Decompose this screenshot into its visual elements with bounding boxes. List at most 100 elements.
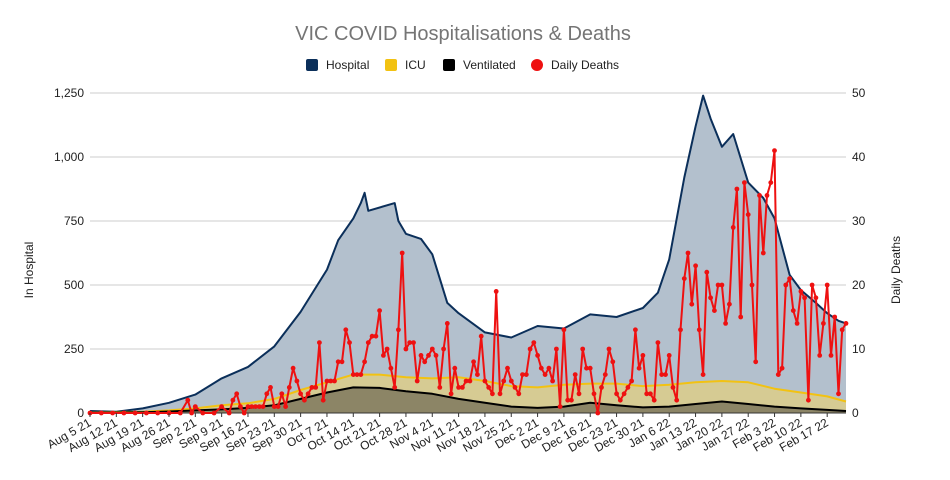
daily-deaths-point: [708, 295, 713, 301]
daily-deaths-point: [377, 308, 382, 313]
daily-deaths-point: [418, 353, 424, 358]
daily-deaths-point: [783, 282, 789, 288]
legend-item-daily-deaths: Daily Deaths: [531, 58, 619, 72]
daily-deaths-point: [471, 359, 476, 365]
daily-deaths-point: [832, 314, 838, 320]
daily-deaths-point: [497, 391, 503, 397]
daily-deaths-point: [437, 385, 443, 390]
daily-deaths-point: [486, 385, 492, 390]
daily-deaths-point: [685, 250, 691, 256]
daily-deaths-point: [354, 372, 360, 377]
daily-deaths-point: [700, 372, 706, 377]
daily-deaths-point: [742, 180, 747, 186]
daily-deaths-point: [275, 404, 281, 409]
daily-deaths-point: [636, 365, 642, 371]
daily-deaths-point: [734, 186, 740, 192]
daily-deaths-point: [757, 193, 762, 198]
daily-deaths-point: [727, 301, 732, 307]
daily-deaths-point: [245, 404, 251, 409]
daily-deaths-point: [456, 385, 461, 390]
daily-deaths-point: [362, 359, 367, 365]
legend-swatch: [443, 59, 455, 71]
daily-deaths-point: [294, 378, 300, 384]
daily-deaths-point: [821, 321, 826, 326]
daily-deaths-point: [580, 346, 586, 352]
legend-label: Ventilated: [463, 58, 516, 72]
daily-deaths-point: [411, 340, 416, 345]
daily-deaths-point: [659, 372, 665, 377]
daily-deaths-point: [98, 410, 104, 416]
daily-deaths-point: [478, 333, 484, 339]
legend: Hospital ICU Ventilated Daily Deaths: [306, 58, 619, 72]
legend-marker: [531, 59, 543, 71]
daily-deaths-point: [817, 353, 823, 358]
daily-deaths-point: [302, 397, 307, 403]
daily-deaths-point: [749, 282, 755, 288]
daily-deaths-point: [542, 372, 548, 377]
daily-deaths-point: [794, 321, 800, 326]
y-right-tick-label: 30: [852, 214, 866, 228]
daily-deaths-point: [414, 378, 420, 384]
daily-deaths-point: [693, 263, 698, 269]
daily-deaths-point: [591, 391, 597, 397]
daily-deaths-point: [753, 359, 759, 365]
daily-deaths-point: [219, 404, 225, 409]
daily-deaths-point: [290, 365, 296, 371]
daily-deaths-point: [790, 308, 796, 313]
daily-deaths-point: [719, 282, 725, 288]
daily-deaths-point: [531, 340, 537, 345]
daily-deaths-point: [565, 397, 571, 403]
daily-deaths-point: [279, 391, 285, 397]
daily-deaths-point: [689, 301, 695, 307]
legend-label: Hospital: [326, 58, 369, 72]
daily-deaths-point: [271, 404, 277, 409]
daily-deaths-point: [305, 391, 311, 397]
daily-deaths-point: [779, 365, 785, 371]
daily-deaths-point: [399, 250, 405, 256]
daily-deaths-point: [508, 378, 514, 384]
daily-deaths-point: [802, 295, 807, 301]
y-left-tick-label: 1,250: [54, 86, 84, 100]
y-left-tick-label: 500: [64, 278, 84, 292]
daily-deaths-point: [554, 346, 559, 352]
daily-deaths-point: [448, 391, 454, 397]
daily-deaths-point: [313, 385, 319, 390]
legend-item-hospital: Hospital: [306, 58, 369, 72]
legend-item-icu: ICU: [385, 58, 426, 72]
daily-deaths-point: [324, 378, 330, 384]
daily-deaths-point: [192, 404, 198, 409]
daily-deaths-point: [557, 404, 563, 409]
daily-deaths-point: [467, 378, 473, 384]
daily-deaths-point: [501, 378, 507, 384]
daily-deaths-point: [155, 410, 161, 416]
daily-deaths-point: [200, 410, 206, 416]
daily-deaths-point: [298, 391, 303, 397]
hospital-area-fill: [90, 95, 846, 413]
daily-deaths-point: [760, 250, 766, 256]
daily-deaths-point: [260, 404, 266, 409]
daily-deaths-point: [550, 378, 555, 384]
daily-deaths-point: [381, 353, 386, 358]
daily-deaths-point: [211, 410, 217, 416]
daily-deaths-point: [422, 359, 428, 365]
daily-deaths-point: [587, 365, 593, 371]
daily-deaths-point: [730, 225, 736, 230]
daily-deaths-point: [712, 308, 717, 313]
daily-deaths-point: [704, 269, 710, 275]
legend-label: ICU: [405, 58, 426, 72]
daily-deaths-point: [809, 282, 815, 288]
daily-deaths-point: [121, 410, 127, 416]
daily-deaths-point: [561, 327, 567, 333]
daily-deaths-point: [775, 372, 781, 377]
legend-label: Daily Deaths: [551, 58, 619, 72]
daily-deaths-point: [584, 365, 589, 371]
daily-deaths-point: [798, 289, 804, 294]
daily-deaths-point: [350, 372, 356, 377]
daily-deaths-point: [625, 385, 631, 390]
daily-deaths-point: [512, 385, 518, 390]
chart-title: VIC COVID Hospitalisations & Deaths: [295, 23, 631, 45]
daily-deaths-point: [403, 346, 409, 352]
y-axis-left-ticks: 0 250 500 750 1,000 1,250: [54, 86, 84, 420]
daily-deaths-point: [444, 321, 450, 326]
